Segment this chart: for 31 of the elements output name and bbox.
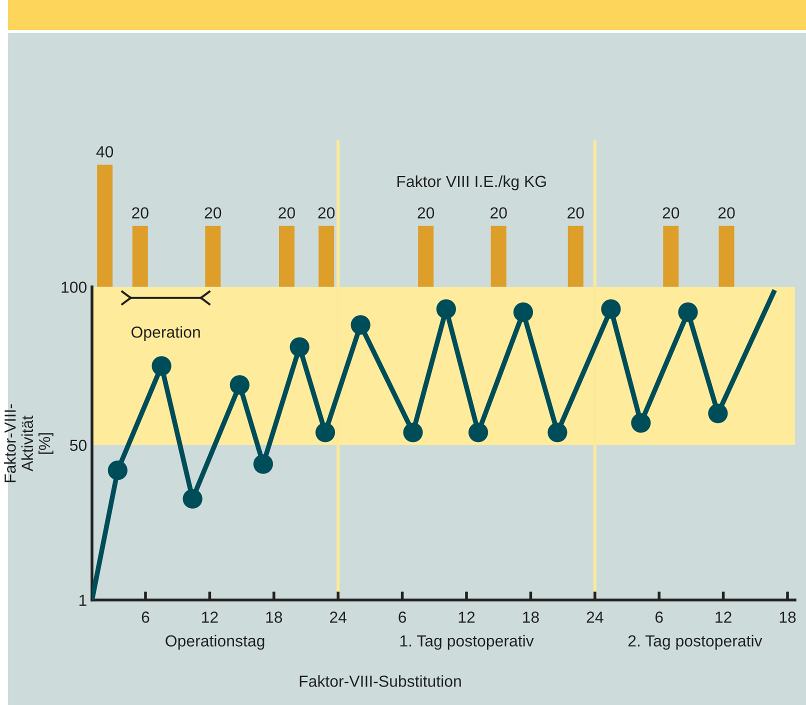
text: Operationstag [166,634,264,650]
text: Faktor VIII I.E./kg KG [397,175,546,190]
x-tick-label: 6 [655,612,663,623]
x-tick-label: 6 [142,612,150,623]
x-tick-label: 24 [586,612,604,623]
y-tick-label: 50 [70,440,87,452]
x-tick-label: 24 [330,612,347,623]
x-axis-title: Faktor-VIII-Substitution [300,675,461,687]
data-label: 20 [318,207,335,219]
y-tick-label: 100 [62,282,87,293]
data-label: 20 [718,207,735,219]
data-label: 20 [490,207,507,219]
x-tick-label: 12 [716,612,732,623]
data-label: 20 [662,207,680,219]
data-label: 20 [418,207,434,219]
x-tick-label: 18 [266,612,282,623]
y-axis-title: Faktor-VIII- Aktivität [%] [4,404,54,482]
x-tick-label: 18 [780,612,796,623]
x-tick-label: 6 [398,612,406,623]
data-label: 20 [278,207,295,219]
x-tick-label: 12 [202,612,218,623]
data-label: 40 [96,146,114,158]
data-label: 20 [204,207,222,219]
y-tick-label: 1 [79,594,86,606]
annotation: Operation [132,326,200,341]
text: 1. Tag postoperativ [400,634,534,650]
text: 2. Tag postoperativ [628,634,762,650]
data-label: 20 [132,207,148,219]
data-label: 20 [568,207,584,219]
x-tick-label: 18 [523,612,539,623]
x-tick-label: 12 [458,612,475,623]
